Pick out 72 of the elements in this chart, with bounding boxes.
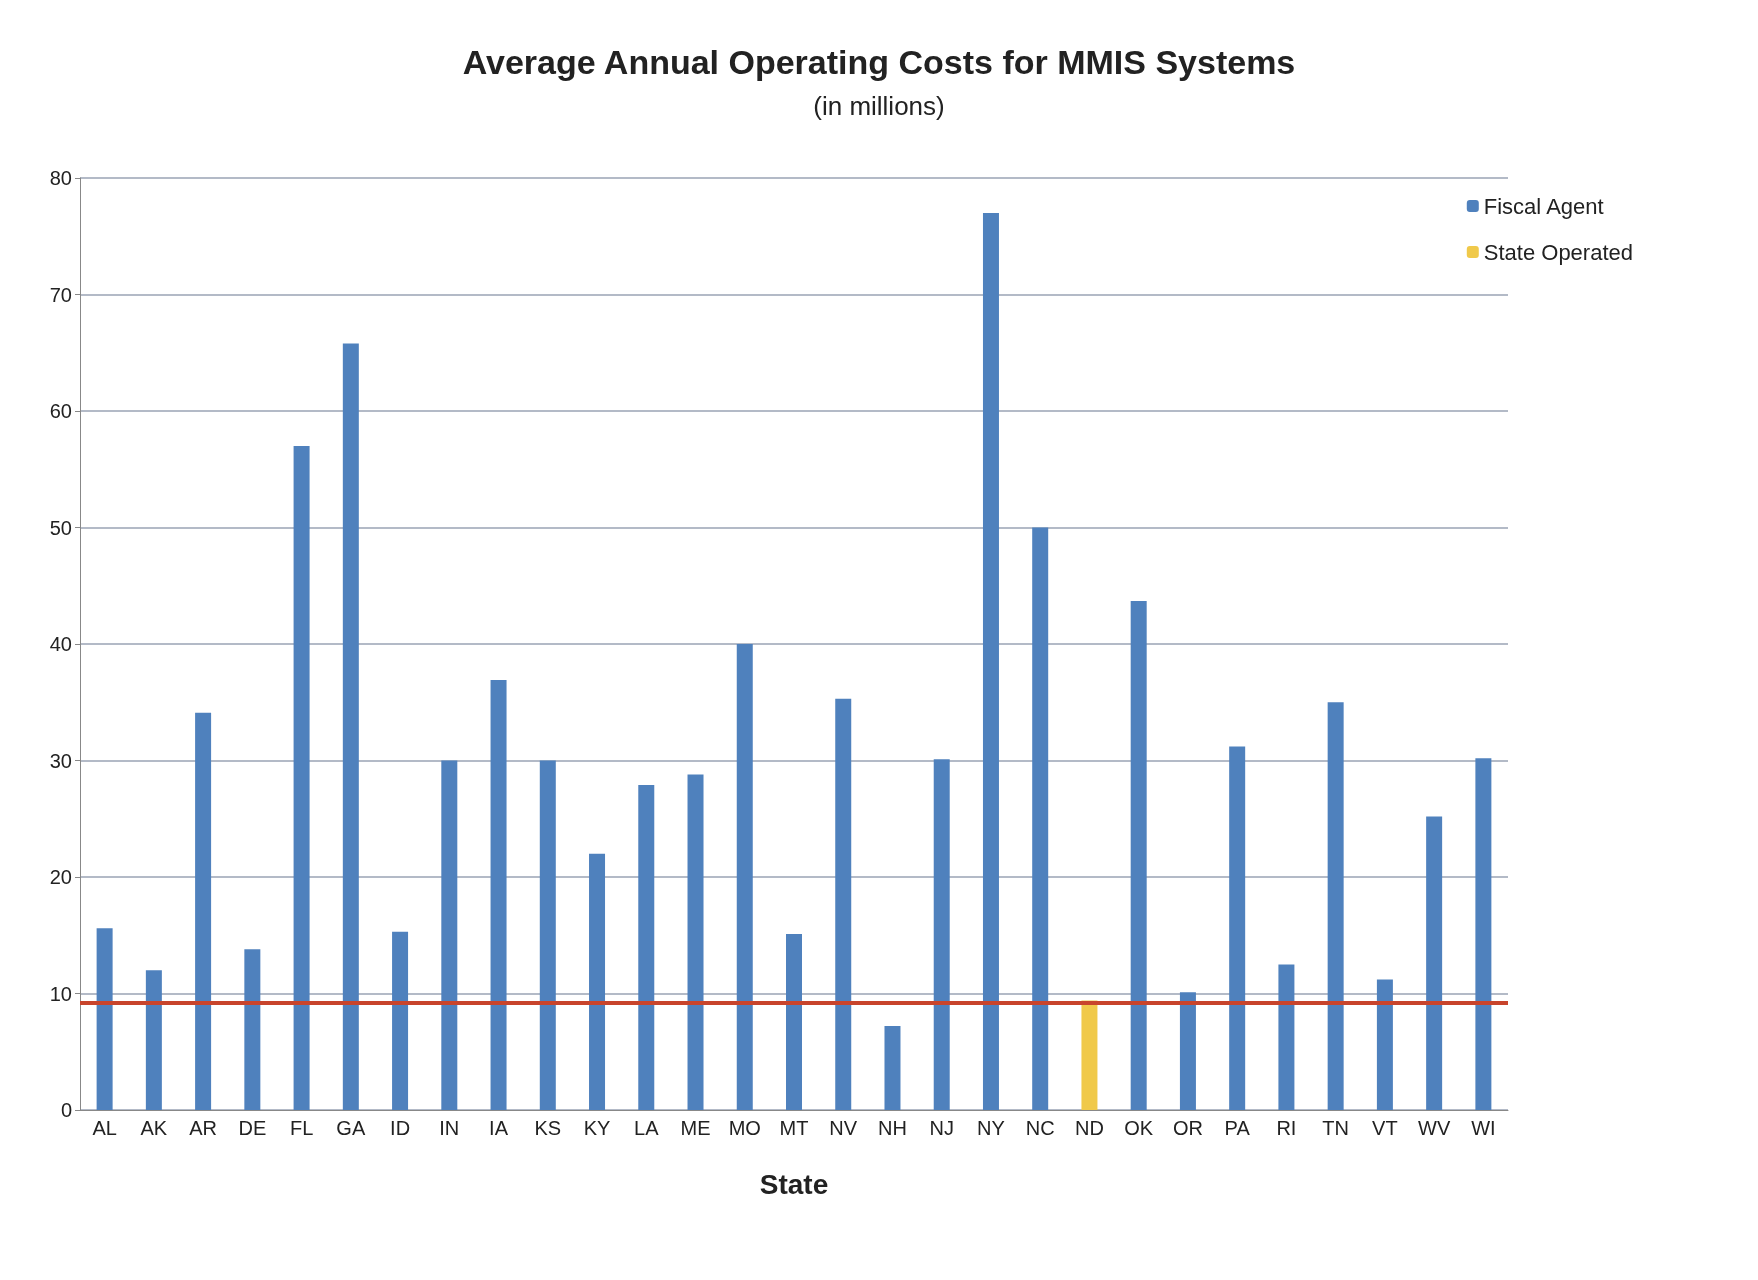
x-tick-label: RI (1276, 1117, 1297, 1139)
bar (1229, 746, 1246, 1110)
chart-title: Average Annual Operating Costs for MMIS Systems (462, 43, 1296, 81)
x-tick-label: IA (489, 1117, 509, 1139)
bar (293, 445, 310, 1110)
bar (1475, 758, 1492, 1110)
x-tick-label: OK (1124, 1117, 1154, 1139)
bar (1032, 527, 1049, 1110)
y-tick-label: 40 (49, 633, 72, 655)
bar (982, 212, 999, 1110)
x-tick-label: WI (1471, 1117, 1496, 1139)
chart-subtitle: (in millions) (813, 91, 945, 121)
bar (342, 343, 359, 1110)
x-tick-label: MO (728, 1117, 761, 1139)
x-tick-label: IN (439, 1117, 460, 1139)
bar (1278, 964, 1295, 1110)
x-tick-label: NJ (929, 1117, 954, 1139)
y-tick-label: 20 (49, 866, 72, 888)
bar (736, 644, 753, 1110)
x-tick-label: KS (534, 1117, 562, 1139)
legend-label: Fiscal Agent (1483, 193, 1604, 219)
legend-label: State Operated (1483, 239, 1634, 265)
bar (1376, 979, 1393, 1110)
x-tick-label: WV (1418, 1117, 1451, 1139)
x-tick-label: KY (583, 1117, 611, 1139)
y-tick-label: 10 (49, 982, 72, 1005)
x-tick-label: OR (1172, 1117, 1203, 1139)
x-tick-label: AR (189, 1117, 217, 1139)
bar (1081, 1000, 1098, 1110)
x-tick-label: NY (977, 1117, 1005, 1139)
x-tick-label: MT (779, 1117, 809, 1139)
bar (96, 928, 113, 1110)
y-tick-label: 0 (60, 1099, 72, 1121)
bar (490, 680, 507, 1110)
bar (933, 759, 950, 1110)
x-tick-label: PA (1224, 1117, 1251, 1139)
x-tick-label: FL (289, 1117, 314, 1139)
bar (1327, 702, 1344, 1110)
x-tick-label: DE (238, 1117, 267, 1139)
x-tick-label: ME (680, 1117, 711, 1139)
bar (145, 970, 162, 1110)
x-tick-label: NH (878, 1117, 907, 1139)
y-tick-label: 30 (49, 749, 72, 772)
x-tick-label: GA (336, 1117, 366, 1139)
x-tick-label: LA (634, 1117, 660, 1139)
y-tick-label: 80 (49, 167, 72, 189)
bar (638, 784, 655, 1110)
bar (884, 1026, 901, 1110)
bar (687, 774, 704, 1110)
bar (835, 698, 852, 1110)
x-tick-label: AK (140, 1117, 168, 1139)
y-tick-label: 70 (49, 283, 72, 306)
bar (1426, 816, 1443, 1110)
bar (1130, 600, 1147, 1110)
x-tick-label: VT (1372, 1117, 1398, 1139)
bar (244, 949, 261, 1110)
bar (786, 934, 802, 1110)
bar (195, 712, 212, 1110)
x-tick-label: NV (829, 1117, 858, 1139)
x-tick-label: ND (1075, 1117, 1104, 1139)
x-tick-label: AL (92, 1117, 117, 1139)
y-tick-label: 50 (49, 516, 72, 539)
bar (1179, 992, 1196, 1110)
bar (589, 853, 606, 1110)
bar (539, 760, 556, 1110)
x-tick-label: TN (1322, 1117, 1349, 1139)
bar (392, 931, 409, 1110)
x-tick-label: ID (390, 1117, 411, 1139)
x-tick-label: NC (1025, 1117, 1055, 1139)
x-axis-title: State (759, 1168, 829, 1200)
bar (441, 760, 458, 1110)
y-tick-label: 60 (49, 400, 72, 422)
